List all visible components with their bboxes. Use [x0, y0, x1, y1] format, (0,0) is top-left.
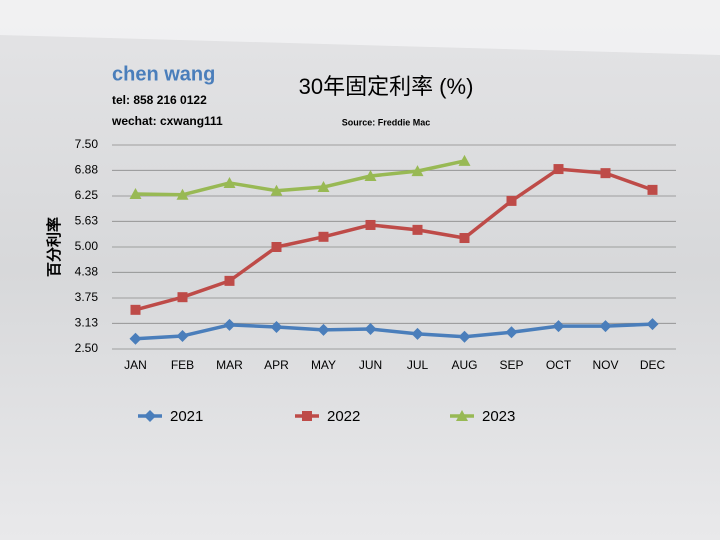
legend-marker	[144, 410, 156, 422]
data-point	[553, 164, 564, 175]
data-point	[412, 224, 423, 235]
legend-marker	[302, 411, 312, 421]
y-tick-label: 5.63	[75, 213, 99, 227]
y-axis-label: 百分利率	[45, 217, 63, 277]
x-tick-label: MAY	[311, 358, 336, 372]
legend-marker	[456, 410, 468, 421]
data-point	[223, 176, 236, 188]
data-point	[130, 304, 141, 315]
x-tick-label: APR	[264, 358, 289, 372]
legend-label: 2021	[170, 408, 203, 425]
background-band	[0, 0, 720, 55]
y-tick-label: 5.00	[75, 239, 99, 253]
series-line	[135, 322, 653, 341]
data-point	[317, 323, 330, 336]
y-tick-label: 7.50	[75, 137, 99, 151]
data-point	[176, 329, 189, 342]
y-tick-label: 3.75	[75, 290, 99, 304]
y-tick-label: 6.88	[75, 162, 99, 176]
data-point	[364, 323, 377, 336]
x-tick-label: JUL	[407, 358, 429, 372]
data-point	[600, 168, 611, 179]
data-point	[458, 330, 471, 343]
author-wechat: wechat: cxwang111	[111, 114, 223, 128]
x-tick-label: JUN	[359, 358, 382, 372]
data-point	[318, 231, 329, 242]
x-tick-label: MAR	[216, 358, 243, 372]
y-tick-label: 3.13	[75, 315, 99, 329]
data-point	[223, 318, 236, 331]
author-tel: tel: 858 216 0122	[112, 93, 207, 107]
data-point	[271, 242, 282, 252]
author-name: chen wang	[112, 63, 215, 85]
data-point	[177, 292, 188, 303]
series-line	[135, 159, 465, 197]
x-tick-label: AUG	[451, 358, 477, 372]
data-point	[270, 184, 283, 196]
data-point	[129, 187, 142, 199]
data-point	[317, 181, 330, 193]
data-point	[459, 233, 470, 244]
y-tick-label: 4.38	[75, 264, 99, 278]
data-point	[411, 165, 424, 177]
data-point	[506, 195, 517, 206]
chart-subtitle: Source: Freddie Mac	[342, 117, 431, 127]
legend-label: 2022	[327, 408, 360, 425]
data-point	[458, 154, 471, 166]
x-tick-label: JAN	[124, 358, 147, 372]
chart-title: 30年固定利率 (%)	[299, 74, 474, 99]
data-point	[176, 188, 189, 200]
x-tick-label: DEC	[640, 358, 666, 372]
data-point	[364, 170, 377, 182]
x-tick-label: SEP	[499, 358, 523, 372]
y-tick-label: 2.50	[75, 341, 99, 355]
legend-label: 2023	[482, 408, 515, 425]
data-point	[646, 318, 659, 331]
data-point	[552, 320, 565, 333]
x-tick-label: FEB	[171, 358, 194, 372]
data-point	[270, 320, 283, 333]
data-point	[505, 326, 518, 339]
data-point	[599, 320, 612, 333]
x-tick-label: NOV	[592, 358, 618, 372]
data-point	[365, 219, 376, 230]
y-tick-label: 6.25	[75, 188, 99, 202]
data-point	[411, 327, 424, 340]
x-tick-label: OCT	[546, 358, 572, 372]
series-line	[135, 167, 654, 312]
data-point	[647, 184, 658, 195]
data-point	[129, 332, 142, 345]
data-point	[224, 275, 235, 286]
